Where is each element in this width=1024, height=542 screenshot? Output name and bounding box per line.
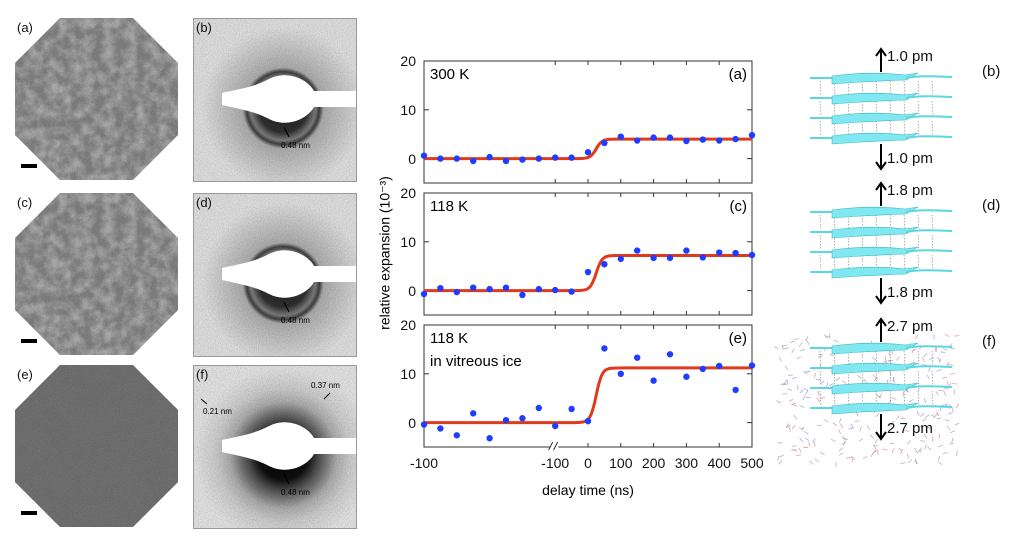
arrow-up-icon: [876, 49, 886, 72]
beta-strand: [832, 133, 918, 144]
beta-strand: [832, 227, 918, 238]
beta-strand: [832, 113, 918, 124]
arrow-down-icon: [876, 144, 886, 169]
expansion-down-label: 1.8 pm: [887, 284, 933, 301]
expansion-up-label: 1.8 pm: [887, 182, 933, 199]
structure-label: (b): [982, 63, 1000, 80]
expansion-down-label: 2.7 pm: [887, 420, 933, 437]
beta-strand: [832, 383, 918, 394]
beta-strand: [832, 267, 918, 278]
beta-strand: [832, 343, 918, 354]
arrow-down-icon: [876, 278, 886, 303]
arrow-up-icon: [876, 183, 886, 206]
beta-strand: [832, 73, 918, 84]
beta-strand: [832, 247, 918, 258]
structure-label: (d): [982, 197, 1000, 214]
beta-strand: [832, 363, 918, 374]
arrow-down-icon: [876, 414, 886, 439]
arrow-up-icon: [876, 319, 886, 342]
expansion-up-label: 1.0 pm: [887, 48, 933, 65]
expansion-down-label: 1.0 pm: [887, 150, 933, 167]
beta-strand: [832, 93, 918, 104]
expansion-up-label: 2.7 pm: [887, 318, 933, 335]
beta-strand: [832, 207, 918, 218]
structure-label: (f): [982, 333, 996, 350]
beta-strand: [832, 403, 918, 414]
